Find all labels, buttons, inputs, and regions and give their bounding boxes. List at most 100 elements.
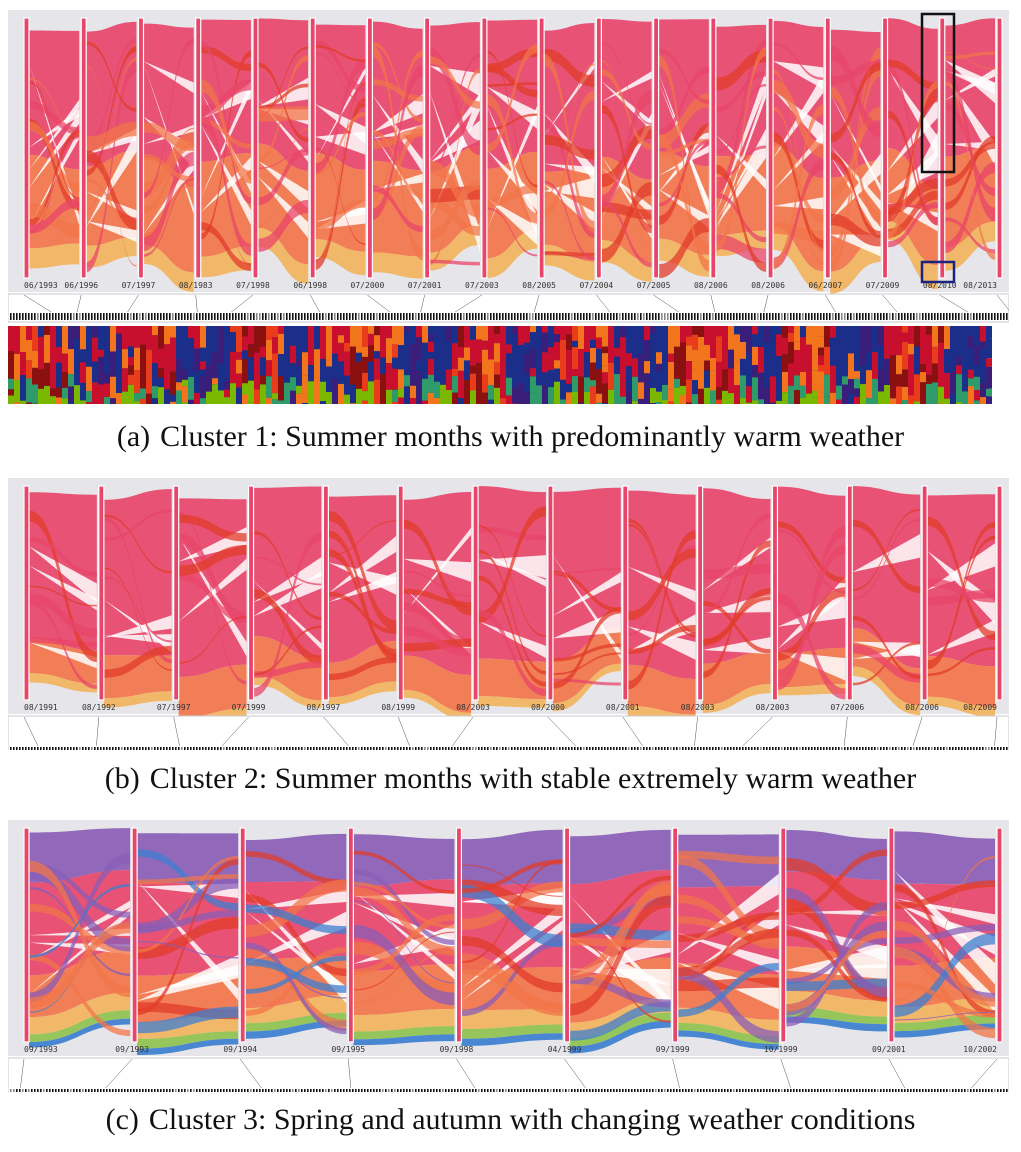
heatmap-cell: [740, 397, 746, 404]
barcode-tick: [34, 1089, 36, 1092]
flow-link: [461, 859, 563, 894]
flow-link: [893, 880, 995, 910]
heatmap-cell: [242, 326, 248, 337]
heatmap-cell: [290, 363, 296, 378]
barcode-tick: [295, 313, 297, 320]
flow-link: [852, 508, 921, 591]
barcode-tick: [748, 313, 750, 320]
barcode-tick: [337, 1089, 339, 1092]
barcode-tick: [901, 313, 903, 320]
heatmap-cell: [116, 361, 122, 373]
tick-label: 08/2006: [905, 703, 939, 712]
heatmap-cell: [896, 355, 902, 375]
flow-band: [178, 664, 247, 718]
barcode-tick: [100, 1089, 102, 1092]
flow-gap: [86, 221, 137, 242]
barcode-tick: [679, 313, 681, 320]
heatmap-cell: [578, 403, 584, 404]
barcode-tick: [292, 747, 294, 750]
heatmap-cell: [506, 353, 512, 378]
barcode-tick: [406, 747, 408, 750]
barcode-tick: [493, 1089, 495, 1092]
barcode-tick: [562, 313, 564, 320]
barcode-tick: [148, 1089, 150, 1092]
barcode-tick: [886, 1089, 888, 1092]
heatmap-cell: [614, 374, 620, 394]
barcode-tick: [733, 313, 735, 320]
connector-line: [96, 716, 100, 747]
flow-link: [245, 947, 347, 1016]
heatmap-cell: [92, 361, 98, 383]
barcode-tick: [472, 1089, 474, 1092]
flow-link: [372, 185, 423, 233]
heatmap-cell: [968, 378, 974, 387]
barcode-tick: [577, 313, 579, 320]
heatmap-cell: [884, 384, 890, 404]
barcode-tick: [514, 747, 516, 750]
heatmap-cell: [104, 396, 110, 404]
heatmap-cell: [500, 361, 506, 371]
heatmap-cell: [908, 373, 914, 396]
heatmap-cell: [878, 346, 884, 370]
barcode-tick: [424, 1089, 426, 1092]
heatmap-cell: [938, 326, 944, 343]
barcode-tick: [397, 313, 399, 320]
barcode-tick: [850, 1089, 852, 1092]
flow-gap: [137, 954, 239, 1002]
flow-link: [257, 147, 309, 206]
flow-link: [461, 884, 563, 948]
barcode-tick: [538, 313, 540, 320]
barcode-tick: [82, 313, 84, 320]
barcode-tick: [433, 313, 435, 320]
heatmap-cell: [470, 365, 476, 374]
barcode-tick: [766, 1089, 768, 1092]
heatmap-cell: [164, 357, 170, 370]
barcode-tick: [772, 747, 774, 750]
heatmap-cell: [626, 390, 632, 404]
flow-band: [29, 638, 97, 684]
barcode-tick: [445, 313, 447, 320]
flow-link: [773, 79, 824, 158]
barcode-tick: [169, 747, 171, 750]
flow-link: [887, 81, 938, 239]
barcode-tick: [184, 1089, 186, 1092]
barcode-tick: [673, 747, 675, 750]
barcode-tick: [805, 1089, 807, 1092]
barcode-tick: [124, 1089, 126, 1092]
barcode-tick: [136, 747, 138, 750]
barcode-tick: [775, 1089, 777, 1092]
barcode-tick: [211, 313, 213, 320]
flow-gap: [893, 897, 995, 1013]
heatmap-cell: [968, 336, 974, 349]
barcode-tick: [586, 747, 588, 750]
barcode-tick: [334, 1089, 336, 1092]
heatmap-cell: [740, 341, 746, 359]
flow-link: [315, 199, 366, 230]
heatmap-cell: [212, 352, 218, 379]
heatmap-cell: [752, 346, 758, 366]
flow-link: [29, 601, 97, 690]
heatmap-cell: [848, 335, 854, 354]
barcode-tick: [307, 313, 309, 320]
flow-band: [137, 1038, 239, 1055]
barcode-tick: [304, 313, 306, 320]
barcode-tick: [568, 1089, 570, 1092]
barcode-tick: [370, 313, 372, 320]
barcode-tick: [52, 1089, 54, 1092]
barcode-tick: [625, 313, 627, 320]
heatmap-cell: [926, 374, 932, 384]
flow-gap: [887, 98, 938, 172]
heatmap-cell: [866, 326, 872, 354]
flow-link: [677, 967, 779, 1043]
heatmap-cell: [980, 341, 986, 349]
barcode-tick: [793, 313, 795, 320]
flow-link: [927, 647, 995, 677]
barcode-tick: [970, 747, 972, 750]
heatmap-cell: [212, 343, 218, 353]
heatmap-cell: [578, 376, 584, 404]
barcode-tick: [367, 313, 369, 320]
barcode-tick: [967, 313, 969, 320]
flow-link: [200, 114, 251, 256]
heatmap-cell: [950, 393, 956, 404]
heatmap-cell: [476, 389, 482, 404]
